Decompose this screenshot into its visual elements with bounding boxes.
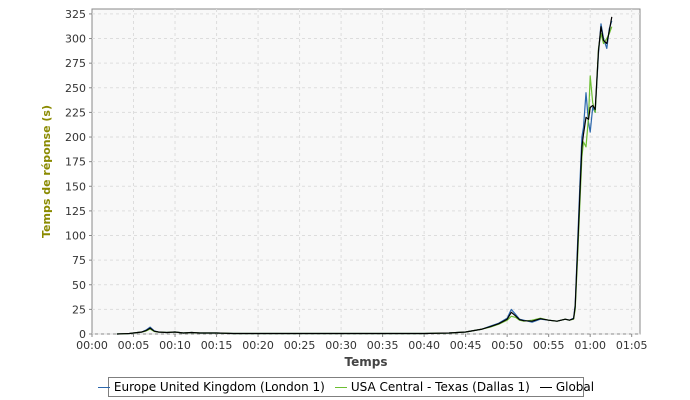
legend-item-london: Europe United Kingdom (London 1) [97, 380, 325, 394]
x-tick-label: 00:40 [408, 339, 440, 352]
legend-label-global: Global [555, 380, 595, 394]
x-tick-label: 00:45 [450, 339, 482, 352]
y-tick-label: 250 [65, 82, 86, 95]
x-tick-label: 00:35 [367, 339, 399, 352]
x-tick-label: 00:10 [159, 339, 191, 352]
series-layer [116, 16, 613, 335]
x-tick-label: 01:00 [574, 339, 606, 352]
series-line-2 [116, 16, 613, 335]
legend-label-dallas: USA Central - Texas (Dallas 1) [350, 380, 530, 394]
x-tick-label: 00:55 [533, 339, 565, 352]
y-tick-label: 150 [65, 180, 86, 193]
x-axis-ticks: 00:00 00:05 00:10 00:15 00:20 00:25 00:30 00:35… [76, 334, 648, 352]
y-tick-label: 300 [65, 33, 86, 46]
legend: Europe United Kingdom (London 1) USA Cen… [97, 377, 594, 397]
x-tick-label: 00:30 [325, 339, 357, 352]
plot-background [91, 8, 641, 335]
x-tick-label: 00:00 [76, 339, 108, 352]
y-tick-label: 325 [65, 8, 86, 21]
y-tick-label: 200 [65, 131, 86, 144]
x-tick-label: 00:15 [201, 339, 233, 352]
y-axis-label: Temps de réponse (s) [40, 105, 53, 238]
y-tick-label: 225 [65, 106, 86, 119]
legend-item-dallas: USA Central - Texas (Dallas 1) [334, 380, 530, 394]
y-tick-label: 50 [72, 279, 86, 292]
x-tick-label: 00:20 [242, 339, 274, 352]
x-tick-label: 00:50 [491, 339, 523, 352]
y-axis-ticks: 0 25 50 75 100 125 150 175 200 225 250 275 300 325 [65, 8, 92, 341]
x-axis-label: Temps [345, 355, 388, 369]
legend-label-london: Europe United Kingdom (London 1) [113, 380, 325, 394]
y-tick-label: 75 [72, 254, 86, 267]
legend-item-global: Global [539, 380, 595, 394]
x-tick-label: 01:05 [616, 339, 648, 352]
y-tick-label: 175 [65, 156, 86, 169]
y-tick-label: 275 [65, 57, 86, 70]
legend-swatch-dallas [334, 386, 347, 388]
x-tick-label: 00:05 [118, 339, 150, 352]
y-tick-label: 0 [79, 328, 86, 341]
y-tick-label: 125 [65, 205, 86, 218]
legend-swatch-global [539, 386, 552, 388]
grid-lines [92, 9, 640, 335]
y-tick-label: 100 [65, 230, 86, 243]
x-tick-label: 00:25 [284, 339, 316, 352]
y-tick-label: 25 [72, 303, 86, 316]
legend-swatch-london [97, 386, 110, 388]
